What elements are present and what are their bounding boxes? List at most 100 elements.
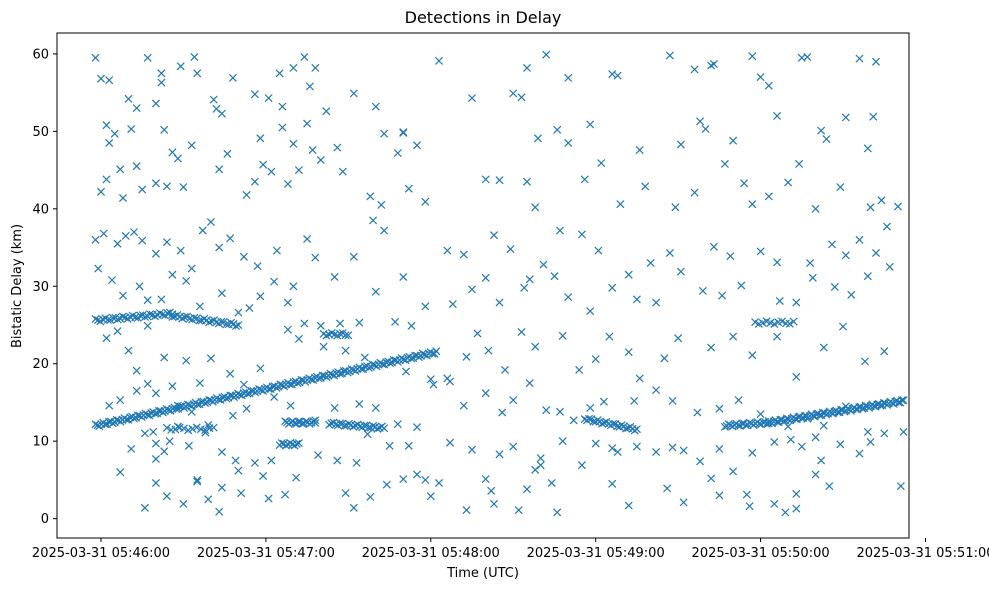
data-point: [899, 396, 908, 405]
data-point: [827, 240, 837, 249]
data-point: [316, 321, 325, 330]
data-point: [696, 117, 705, 126]
data-point: [399, 272, 408, 282]
data-point: [863, 144, 872, 153]
data-point: [165, 437, 174, 446]
data-point: [847, 290, 856, 299]
data-point: [187, 141, 196, 150]
data-point: [151, 312, 160, 321]
data-point: [311, 253, 320, 262]
data-point: [226, 369, 235, 378]
data-point: [652, 298, 661, 307]
data-point: [597, 159, 606, 168]
data-point: [646, 258, 655, 268]
data-point: [360, 421, 369, 430]
data-point: [234, 321, 243, 330]
data-point: [243, 389, 252, 398]
data-point: [564, 138, 573, 148]
data-point: [748, 200, 757, 209]
data-point: [880, 347, 889, 356]
data-point: [797, 442, 806, 451]
data-point: [250, 90, 259, 99]
data-point: [270, 392, 279, 402]
data-point: [369, 421, 378, 430]
data-point: [399, 475, 408, 484]
data-point: [584, 414, 594, 423]
data-point: [715, 491, 724, 500]
data-point: [179, 424, 188, 433]
data-point: [621, 424, 631, 433]
data-point: [495, 176, 504, 185]
data-point: [885, 262, 894, 271]
data-point: [283, 179, 292, 189]
data-point: [285, 380, 294, 389]
data-point: [624, 348, 633, 357]
data-point: [182, 276, 191, 285]
data-point: [412, 141, 422, 150]
data-point: [122, 415, 131, 424]
data-point: [679, 446, 688, 455]
data-point: [275, 69, 284, 78]
data-point: [784, 178, 793, 187]
data-point: [729, 332, 738, 341]
y-tick-label: 20: [32, 357, 49, 372]
data-point: [371, 287, 380, 296]
data-point: [205, 318, 214, 327]
data-point: [459, 250, 468, 259]
data-point: [407, 354, 416, 363]
data-point: [624, 501, 633, 510]
data-point: [564, 293, 573, 302]
chart-title: Detections in Delay: [405, 8, 562, 27]
data-point: [294, 166, 303, 175]
data-point: [729, 136, 738, 145]
data-point: [340, 421, 349, 430]
data-point: [792, 298, 801, 307]
data-point: [863, 272, 872, 281]
data-point: [217, 289, 226, 298]
data-point: [509, 89, 518, 98]
data-point: [698, 286, 707, 295]
data-point: [624, 270, 633, 279]
data-point: [484, 346, 493, 355]
data-point: [96, 187, 106, 196]
data-point: [151, 454, 160, 464]
data-point: [558, 331, 567, 340]
data-point: [709, 242, 718, 251]
x-tick-label: 2025-03-31 05:51:00: [856, 546, 989, 561]
data-point: [589, 417, 598, 426]
data-point: [877, 196, 886, 205]
data-point: [294, 417, 303, 426]
data-point: [341, 346, 350, 355]
data-point: [96, 74, 106, 83]
data-point: [333, 143, 342, 152]
data-point: [349, 252, 358, 261]
data-point: [127, 124, 136, 134]
data-point: [138, 236, 147, 245]
data-point: [690, 65, 699, 74]
data-point: [522, 63, 532, 72]
data-point: [245, 303, 254, 313]
data-point: [467, 445, 477, 454]
data-point: [608, 444, 617, 453]
data-point: [536, 454, 545, 463]
data-point: [226, 234, 235, 243]
data-point: [481, 273, 490, 282]
data-point: [726, 252, 735, 261]
y-tick-label: 40: [32, 202, 49, 217]
data-point: [586, 120, 595, 129]
data-point: [162, 182, 171, 191]
data-point: [407, 321, 416, 330]
data-point: [509, 442, 518, 451]
data-point: [577, 461, 586, 470]
data-point: [227, 318, 236, 327]
data-point: [707, 343, 716, 352]
data-point: [404, 184, 413, 193]
data-point: [193, 69, 202, 78]
data-point: [489, 231, 499, 240]
data-point: [217, 447, 226, 457]
data-point: [817, 126, 826, 135]
data-point: [533, 134, 543, 143]
data-point: [303, 119, 312, 128]
x-tick-label: 2025-03-31 05:49:00: [527, 546, 665, 561]
data-point: [594, 246, 603, 255]
